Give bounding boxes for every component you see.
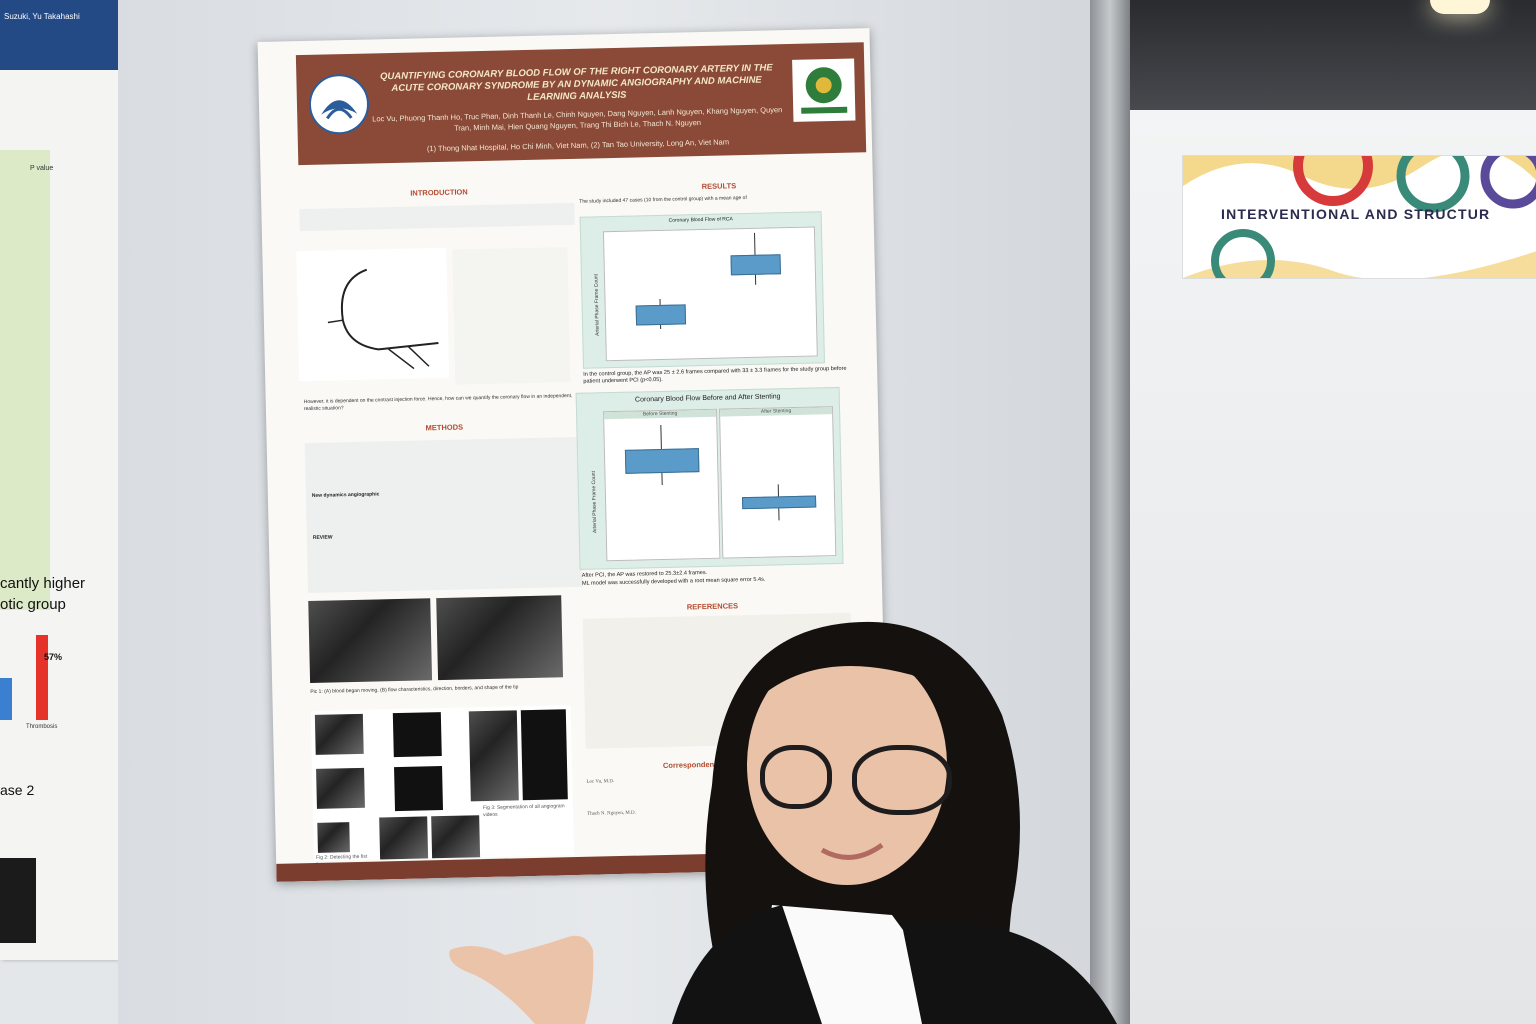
poster-authors: Loc Vu, Phuong Thanh Ho, Truc Phan, Dinh… xyxy=(372,105,783,133)
chart-2-panel-1-label: Before Stenting xyxy=(604,409,717,420)
chart-2-panel-before: Before Stenting xyxy=(603,408,721,562)
glasses-left-lens xyxy=(760,745,832,809)
right-coronary-sketch xyxy=(327,268,439,370)
figure-caption-3: Fig 3: Segmentation of all angiogram vid… xyxy=(482,803,565,819)
chart-1-title: Coronary Blood Flow of RCA xyxy=(668,216,733,224)
intro-text-block xyxy=(299,202,575,232)
first-frame-thumb xyxy=(317,822,350,853)
presenter-smile xyxy=(820,842,884,860)
research-poster: QUANTIFYING CORONARY BLOOD FLOW OF THE R… xyxy=(257,28,889,882)
chart-2-title: Coronary Blood Flow Before and After Ste… xyxy=(634,393,781,404)
ceiling xyxy=(1120,0,1536,120)
methods-review-label: REVIEW xyxy=(312,534,333,541)
poster-header: QUANTIFYING CORONARY BLOOD FLOW OF THE R… xyxy=(295,42,867,166)
neighbor-poster-bar-red xyxy=(36,635,48,720)
first-frame-detected-1 xyxy=(379,816,429,860)
results-text-1: The study included 47 cases (10 from the… xyxy=(579,194,747,205)
neighbor-poster-percent: 57% xyxy=(44,652,63,662)
segmentation-frame xyxy=(468,710,519,802)
hospital-logo xyxy=(308,73,370,135)
chart-2-box-after xyxy=(742,495,817,510)
neighbor-poster-image xyxy=(0,858,36,943)
neighbor-poster-text-2: otic group xyxy=(0,596,66,613)
diagram-legend xyxy=(452,247,571,385)
chart-1-ylabel: Arterial Phase Frame Count xyxy=(593,273,601,336)
chart-1-box-control xyxy=(635,304,687,326)
chart-2-ylabel: Arterial Phase Frame Count xyxy=(590,470,599,534)
pipeline-mask-2 xyxy=(394,766,444,812)
results-text-2: In the control group, the AP was 25 ± 2.… xyxy=(583,365,847,385)
university-logo-mark xyxy=(801,67,848,114)
chart-rca-flow: Coronary Blood Flow of RCA Arterial Phas… xyxy=(579,211,825,369)
angiogram-a xyxy=(308,598,433,684)
neighbor-poster-case: ase 2 xyxy=(0,782,35,798)
pipeline-mask-1 xyxy=(392,712,442,758)
chart-2-panel-2-label: After Stenting xyxy=(720,407,833,417)
hospital-logo-mark xyxy=(321,100,358,120)
neighbor-poster-thrombosis: Thrombosis xyxy=(26,724,58,730)
neighbor-poster-table xyxy=(0,150,50,610)
first-frame-detected-2 xyxy=(431,815,481,859)
neighbor-poster-text-1: cantly higher xyxy=(0,575,86,592)
neighbor-poster-header-text: Suzuki, Yu Takahashi xyxy=(4,12,80,21)
booth-pole xyxy=(1090,0,1130,1024)
poster-affiliations: (1) Thong Nhat Hospital, Ho Chi Minh, Vi… xyxy=(426,137,730,154)
angiogram-b xyxy=(436,595,564,681)
section-results: RESULTS xyxy=(701,181,737,192)
intro-question: However, it is dependent on the contrast… xyxy=(303,392,573,413)
coronary-diagram xyxy=(296,247,450,382)
section-methods: METHODS xyxy=(425,422,464,433)
section-introduction: INTRODUCTION xyxy=(410,187,468,198)
banner-pattern xyxy=(1183,156,1536,278)
neighbor-poster-pvalue: P value xyxy=(30,165,54,172)
banner-text: INTERVENTIONAL AND STRUCTUR xyxy=(1221,206,1491,222)
glasses-right-lens xyxy=(852,745,952,815)
pipeline-figure: Fig 3: Segmentation of all angiogram vid… xyxy=(310,705,575,868)
methods-text-block: New dynamics angiographic REVIEW xyxy=(304,436,583,594)
ceiling-light xyxy=(1430,0,1490,14)
neighbor-poster-header xyxy=(0,0,118,70)
segmentation-mask xyxy=(520,709,568,801)
chart-1-plot xyxy=(602,226,818,362)
chart-2-panel-after: After Stenting xyxy=(718,406,837,559)
university-logo xyxy=(792,58,856,122)
presenter-hand xyxy=(449,935,594,1024)
chart-2-box-before xyxy=(624,448,700,474)
event-banner: INTERVENTIONAL AND STRUCTUR xyxy=(1182,155,1536,279)
poster-title: QUANTIFYING CORONARY BLOOD FLOW OF THE R… xyxy=(379,62,773,103)
presenter-face xyxy=(747,645,947,885)
pipeline-frame-1 xyxy=(314,713,364,755)
neighbor-poster: Suzuki, Yu Takahashi P value cantly high… xyxy=(0,0,118,960)
pipeline-frame-2 xyxy=(316,767,365,809)
presenter-jacket-right xyxy=(902,922,1117,1024)
presenter-jacket-left xyxy=(672,905,822,1024)
neighbor-poster-bar-blue xyxy=(0,678,12,720)
presenter xyxy=(672,621,1117,1024)
chart-stenting: Coronary Blood Flow Before and After Ste… xyxy=(575,386,844,570)
methods-bold-label: New dynamics angiographic xyxy=(311,491,380,499)
figure-caption-1: Pic 1: (A) blood began moving, (B) flow … xyxy=(310,684,519,696)
chart-1-box-study xyxy=(730,254,781,276)
